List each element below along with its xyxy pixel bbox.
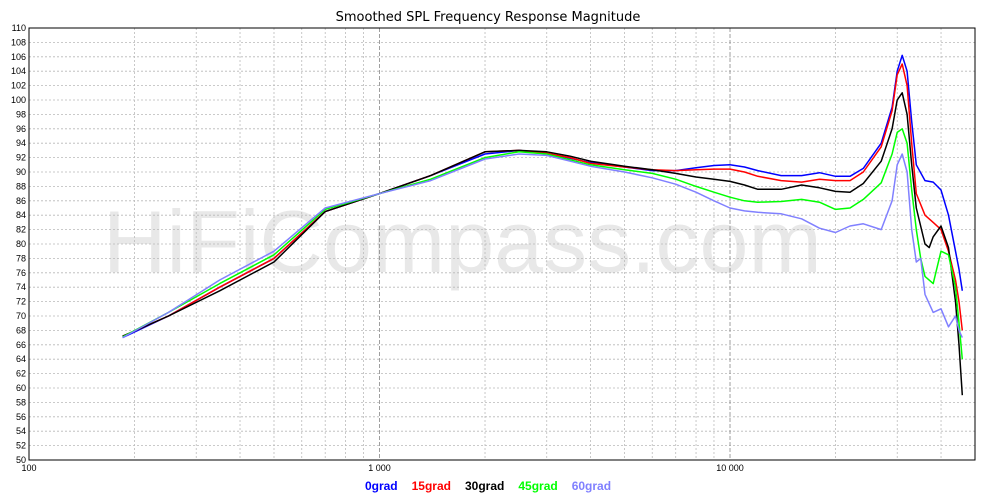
y-axis: 50 52 54 56 58 60 62 64 66 68 70 72 74 76 78 80 82 84 86 88…	[11, 23, 26, 465]
y-tick-label: 68	[16, 325, 26, 335]
x-tick-label: 10 000	[716, 463, 744, 473]
chart-title: Smoothed SPL Frequency Response Magnitud…	[336, 10, 641, 25]
y-tick-label: 102	[11, 81, 26, 91]
y-tick-label: 108	[11, 37, 26, 47]
y-tick-label: 86	[16, 196, 26, 206]
y-tick-label: 60	[16, 383, 26, 393]
y-tick-label: 52	[16, 441, 26, 451]
y-tick-label: 98	[16, 109, 26, 119]
series-line-30grad	[122, 92, 964, 396]
y-tick-label: 94	[16, 138, 26, 148]
legend-item-30grad: 30grad	[465, 479, 504, 493]
y-tick-label: 110	[12, 23, 26, 33]
legend-item-0grad: 0grad	[365, 479, 398, 493]
watermark: HiFiCompass.com	[103, 192, 822, 291]
series-line-0grad	[122, 54, 964, 339]
y-tick-label: 62	[16, 369, 26, 379]
x-tick-label: 100	[21, 463, 36, 473]
y-tick-label: 90	[16, 167, 26, 177]
y-tick-label: 88	[16, 181, 26, 191]
grid	[29, 27, 975, 461]
legend-item-45grad: 45grad	[518, 479, 557, 493]
y-tick-label: 104	[11, 66, 26, 76]
plot-area-border	[28, 27, 976, 461]
series-line-60grad	[122, 153, 963, 339]
legend: 0grad 15grad 30grad 45grad 60grad	[365, 479, 611, 493]
y-tick-label: 74	[16, 282, 26, 292]
y-tick-label: 72	[16, 297, 26, 307]
y-tick-label: 78	[16, 253, 26, 263]
y-tick-label: 64	[16, 354, 26, 364]
y-tick-label: 54	[16, 426, 26, 436]
legend-item-60grad: 60grad	[572, 479, 611, 493]
y-tick-label: 66	[16, 340, 26, 350]
y-tick-label: 96	[16, 124, 26, 134]
series-group	[122, 54, 964, 396]
y-tick-label: 106	[11, 52, 26, 62]
x-axis: 100 1 000 10 000	[21, 463, 743, 473]
y-tick-label: 70	[16, 311, 26, 321]
y-tick-label: 80	[16, 239, 26, 249]
y-tick-label: 100	[11, 95, 26, 105]
y-tick-label: 50	[16, 455, 26, 465]
x-tick-label: 1 000	[368, 463, 391, 473]
y-tick-label: 58	[16, 397, 26, 407]
y-tick-label: 76	[16, 268, 26, 278]
y-tick-label: 84	[16, 210, 26, 220]
y-tick-label: 56	[16, 412, 26, 422]
y-tick-label: 92	[16, 153, 26, 163]
y-tick-label: 82	[16, 225, 26, 235]
legend-item-15grad: 15grad	[412, 479, 451, 493]
